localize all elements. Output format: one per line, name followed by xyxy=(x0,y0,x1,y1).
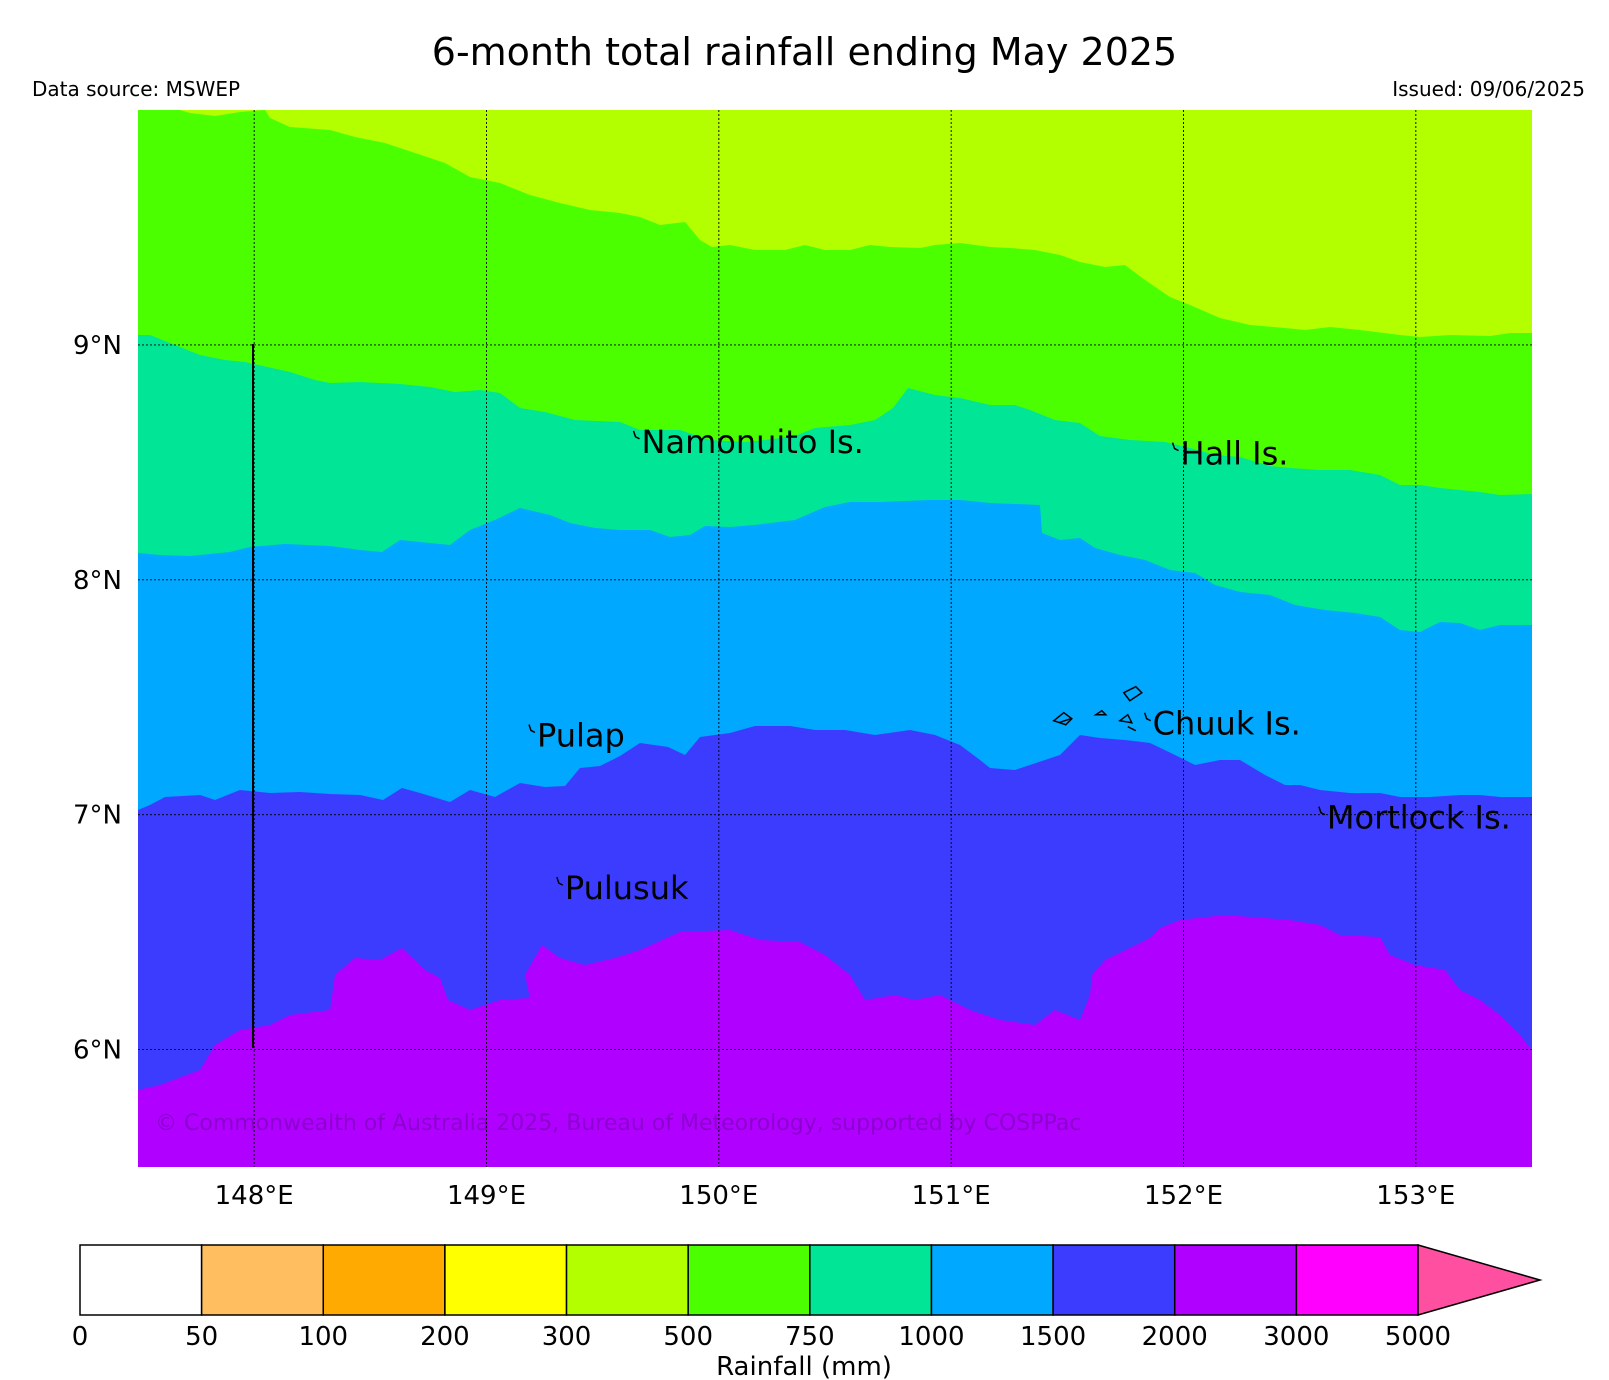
island-mark xyxy=(556,876,564,886)
copyright-notice: © Commonwealth of Australia 2025, Bureau… xyxy=(155,1111,1081,1136)
lon-tick-label: 153°E xyxy=(1376,1181,1455,1211)
lon-tick-label: 150°E xyxy=(679,1181,758,1211)
issued-date-label: Issued: 09/06/2025 xyxy=(1392,77,1585,101)
colorbar-swatch xyxy=(809,1244,933,1316)
colorbar-swatch xyxy=(200,1244,325,1316)
colorbar-tick-label: 1000 xyxy=(898,1322,964,1352)
island-label: Chuuk Is. xyxy=(1153,705,1301,743)
chuuk-lagoon-outline xyxy=(1052,685,1143,732)
lat-tick-label: 9°N xyxy=(73,331,122,361)
lat-tick-label: 6°N xyxy=(73,1036,122,1066)
island-mark xyxy=(528,724,536,734)
grid xyxy=(138,110,1532,1167)
colorbar-tick-label: 0 xyxy=(72,1322,89,1352)
island-mark xyxy=(1318,806,1326,816)
colorbar-tick-label: 200 xyxy=(420,1322,470,1352)
island-mark xyxy=(632,430,640,440)
colorbar-swatch xyxy=(1295,1244,1419,1316)
band-300-500 xyxy=(180,110,1532,337)
colorbar: 0 50 100 200 300 500 750 1000 1500 2000 3000 5000 Ra… xyxy=(72,1244,1543,1380)
colorbar-swatch xyxy=(930,1244,1054,1316)
chart-title: 6-month total rainfall ending May 2025 xyxy=(431,30,1178,74)
island-labels: Namonuito Is. Hall Is. Pulap Chuuk Is. Mortl… xyxy=(537,423,1511,907)
colorbar-tick-label: 750 xyxy=(785,1322,835,1352)
colorbar-label: Rainfall (mm) xyxy=(716,1352,892,1380)
colorbar-swatch xyxy=(687,1244,811,1316)
island-label: Hall Is. xyxy=(1181,435,1289,473)
colorbar-tick-label: 300 xyxy=(542,1322,592,1352)
colorbar-tick-label: 50 xyxy=(185,1322,218,1352)
colorbar-swatch xyxy=(79,1244,203,1316)
island-label: Pulusuk xyxy=(565,869,689,907)
colorbar-swatch xyxy=(565,1244,689,1316)
colorbar-tick-label: 5000 xyxy=(1385,1322,1451,1352)
colorbar-extend-arrow xyxy=(1417,1244,1543,1316)
colorbar-swatch xyxy=(1052,1244,1176,1316)
lon-tick-label: 152°E xyxy=(1144,1181,1223,1211)
data-source-label: Data source: MSWEP xyxy=(32,77,241,101)
lat-tick-label: 7°N xyxy=(73,801,122,831)
colorbar-tick-label: 500 xyxy=(663,1322,713,1352)
island-outlines xyxy=(528,430,1326,886)
latitude-tick-labels: 9°N 8°N 7°N 6°N xyxy=(73,331,122,1066)
lat-tick-label: 8°N xyxy=(73,566,122,596)
island-mark xyxy=(1143,712,1151,722)
colorbar-tick-label: 1500 xyxy=(1020,1322,1086,1352)
island-label: Namonuito Is. xyxy=(642,423,864,461)
lon-tick-label: 149°E xyxy=(447,1181,526,1211)
colorbar-tick-label: 100 xyxy=(298,1322,348,1352)
longitude-tick-labels: 148°E 149°E 150°E 151°E 152°E 153°E xyxy=(215,1181,1456,1211)
island-label: Pulap xyxy=(537,716,625,754)
lon-tick-label: 148°E xyxy=(215,1181,294,1211)
lon-tick-label: 151°E xyxy=(912,1181,991,1211)
colorbar-swatch xyxy=(444,1244,568,1316)
island-label: Mortlock Is. xyxy=(1327,799,1511,837)
island-mark xyxy=(1171,442,1179,452)
colorbar-tick-label: 3000 xyxy=(1263,1322,1329,1352)
colorbar-tick-label: 2000 xyxy=(1142,1322,1208,1352)
colorbar-swatch xyxy=(322,1244,446,1316)
colorbar-swatch xyxy=(1173,1244,1298,1316)
